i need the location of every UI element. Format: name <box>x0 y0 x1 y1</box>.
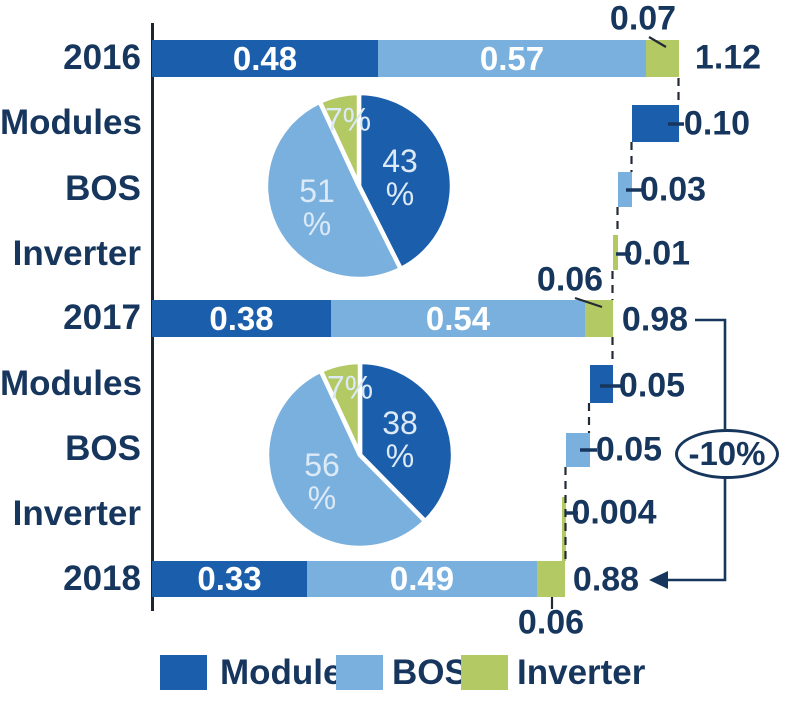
pie-2017-bos-share: 56 % <box>304 447 340 516</box>
bar-2017-bos-segment: 0.54 <box>331 300 585 337</box>
bar-2018: 0.33 0.49 <box>152 560 565 597</box>
legend-label-inverter: Inverter <box>517 653 646 692</box>
label-delta-2016-inverter: 0.01 <box>623 234 691 273</box>
label-2018-inverter-callout: 0.06 <box>517 603 585 642</box>
pie-2017-shares <box>264 359 456 551</box>
legend-swatch-module <box>160 655 207 690</box>
row-label-2017: 2017 <box>63 298 141 337</box>
pie-2016-module-share: 43 % <box>382 143 418 212</box>
bar-2016-module-value: 0.48 <box>232 39 298 77</box>
bar-2016-inverter-segment <box>646 40 679 77</box>
pie-2017-module-share: 38 % <box>382 405 418 474</box>
row-label-modules-2016: Modules <box>0 103 142 142</box>
arrow-left-icon <box>649 571 668 589</box>
label-2017-total: 0.98 <box>621 300 689 339</box>
legend-label-module: Module <box>220 653 343 692</box>
bar-2017: 0.38 0.54 <box>152 300 613 337</box>
row-label-inverter-2016: Inverter <box>12 234 141 273</box>
delta-2016-module-block <box>631 105 679 142</box>
pie-2017-inverter-share: 7% <box>326 369 374 406</box>
delta-2016-bos-block <box>617 172 632 207</box>
bar-2016-bos-segment: 0.57 <box>378 40 646 77</box>
bar-2017-inverter-segment <box>585 300 613 337</box>
pie-2016-shares <box>263 90 455 282</box>
bar-2016-module-segment: 0.48 <box>152 40 378 77</box>
delta-2017-module-block <box>589 365 614 403</box>
bar-2016-bos-value: 0.57 <box>479 39 545 77</box>
reduction-annotation: -10% <box>675 429 779 479</box>
bar-2017-module-segment: 0.38 <box>152 300 331 337</box>
label-delta-2016-module: 0.10 <box>683 104 751 143</box>
label-2018-total: 0.88 <box>572 560 640 599</box>
delta-2016-inverter-block <box>613 235 618 270</box>
label-2016-total: 1.12 <box>694 38 762 77</box>
legend-label-bos: BOS <box>392 653 468 692</box>
bar-2018-inverter-segment <box>537 561 565 597</box>
row-label-2018: 2018 <box>63 559 141 598</box>
label-delta-2016-bos: 0.03 <box>639 170 707 209</box>
pie-2016-inverter-share: 7% <box>324 101 372 138</box>
label-2016-inverter-callout: 0.07 <box>609 0 677 38</box>
label-delta-2017-inverter: 0.004 <box>571 493 657 532</box>
bar-2018-module-segment: 0.33 <box>152 560 307 597</box>
pie-slice-inverter <box>317 90 362 189</box>
pie-slice-bos <box>264 368 428 551</box>
row-label-bos-2017: BOS <box>65 429 141 468</box>
legend-swatch-bos <box>336 655 383 690</box>
bar-2017-bos-value: 0.54 <box>425 299 491 337</box>
pie-slice-inverter <box>318 359 363 458</box>
delta-2017-bos-block <box>566 433 590 467</box>
pie-2016-bos-share: 51 % <box>299 173 335 242</box>
label-delta-2017-module: 0.05 <box>618 366 686 405</box>
pie-slice-module <box>357 359 456 524</box>
pie-slice-bos <box>263 99 404 282</box>
bar-2017-module-value: 0.38 <box>209 299 274 337</box>
bar-2018-bos-segment: 0.49 <box>307 560 537 597</box>
row-label-modules-2017: Modules <box>0 364 142 403</box>
row-label-bos-2016: BOS <box>65 169 141 208</box>
bar-2018-bos-value: 0.49 <box>389 560 455 597</box>
row-label-2016: 2016 <box>63 38 141 77</box>
row-label-inverter-2017: Inverter <box>12 494 141 533</box>
label-2017-inverter-callout: 0.06 <box>536 260 604 299</box>
delta-2017-inverter-block <box>562 497 567 561</box>
bar-2018-module-value: 0.33 <box>197 560 262 597</box>
legend-swatch-inverter <box>461 655 508 690</box>
label-delta-2017-bos: 0.05 <box>595 430 663 469</box>
pie-slice-module <box>356 90 455 272</box>
bar-2016: 0.48 0.57 <box>152 40 679 77</box>
